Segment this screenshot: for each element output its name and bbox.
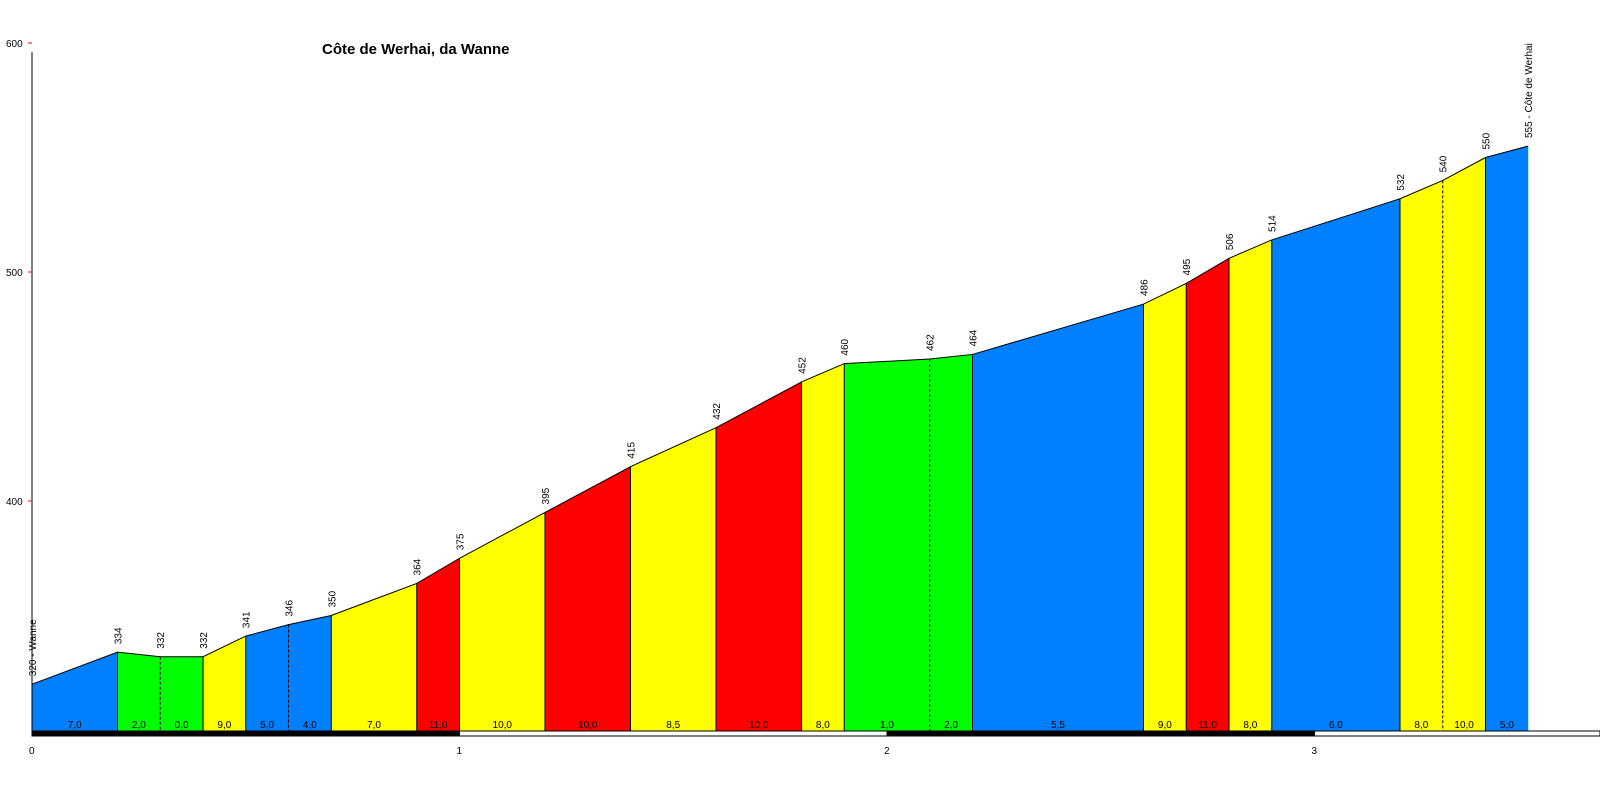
elevation-label: 415 xyxy=(627,442,638,459)
grade-label: 10,0 xyxy=(1454,720,1474,731)
scale-bar-segment xyxy=(459,730,888,737)
elevation-label: 506 xyxy=(1225,233,1236,250)
scale-bar-segment xyxy=(1314,730,1600,737)
grade-label: 11,0 xyxy=(429,720,448,731)
grade-label: 7,0 xyxy=(68,720,82,731)
y-tick-label: 400 xyxy=(6,497,23,508)
y-tick-label: 600 xyxy=(6,39,23,50)
elevation-label: 334 xyxy=(114,627,125,644)
grade-label: 10,0 xyxy=(749,720,769,731)
grade-segment xyxy=(416,558,460,731)
grade-segments xyxy=(32,146,1529,732)
grade-segment xyxy=(1186,258,1229,731)
elevation-label: 364 xyxy=(413,558,424,575)
elevation-label: 346 xyxy=(285,600,296,617)
grade-segment xyxy=(245,624,289,731)
grade-label: 2,0 xyxy=(132,720,146,731)
grade-label: 0,0 xyxy=(175,720,189,731)
grade-label: 11,0 xyxy=(1198,720,1217,731)
chart-title: Côte de Werhai, da Wanne xyxy=(322,41,510,58)
elevation-label: 495 xyxy=(1182,258,1193,275)
grade-label: 9,0 xyxy=(217,720,231,731)
grade-label: 8,0 xyxy=(816,720,830,731)
elevation-label: 550 xyxy=(1482,132,1493,149)
grade-segment xyxy=(545,466,631,731)
elevation-label: 395 xyxy=(541,487,552,504)
grade-segment xyxy=(1400,180,1443,731)
grade-segment xyxy=(716,381,802,731)
x-tick-label: 3 xyxy=(1312,746,1318,757)
profile-outline xyxy=(31,145,1529,685)
grade-label: 9,0 xyxy=(1158,720,1172,731)
grade-label: 10,0 xyxy=(493,720,513,731)
elevation-label: 320 - Wanne xyxy=(28,619,39,676)
grade-segment xyxy=(203,636,246,731)
elevation-label: 540 xyxy=(1439,155,1450,172)
elevation-label: 375 xyxy=(456,533,467,550)
profile-line xyxy=(31,145,1529,685)
elevation-label: 532 xyxy=(1396,174,1407,191)
elevation-label: 464 xyxy=(969,329,980,346)
grade-label: 4,0 xyxy=(303,720,317,731)
grade-label: 8,0 xyxy=(1243,720,1257,731)
grade-segment xyxy=(1143,283,1187,731)
grade-segment xyxy=(288,615,332,731)
grade-label: 6,0 xyxy=(1329,720,1343,731)
grade-segment xyxy=(630,427,716,731)
elevation-label: 350 xyxy=(327,590,338,607)
segment-dividers xyxy=(117,157,1486,731)
grade-label: 5,5 xyxy=(1051,720,1065,731)
grade-segment xyxy=(972,304,1144,731)
grade-segment xyxy=(459,512,545,731)
grade-label: 2,0 xyxy=(944,720,958,731)
elevation-label: 514 xyxy=(1268,215,1279,232)
elevation-label: 555 - Côte de Werhai xyxy=(1524,43,1535,138)
grade-segment xyxy=(32,652,118,731)
elevation-label: 341 xyxy=(242,611,253,628)
distance-scale-bar xyxy=(31,730,1600,737)
elevation-label: 432 xyxy=(712,403,723,420)
grade-label: 8,0 xyxy=(1414,720,1428,731)
grade-segment xyxy=(117,652,161,731)
grade-labels: 7,0 2,0 0,0 9,0 5,0 4,0 7,0 11,0 10,0 10,0 8,5 10,0… xyxy=(68,720,1514,731)
x-tick-label: 1 xyxy=(457,746,463,757)
axes: 400 500 600 0 1 2 3 xyxy=(6,39,1600,757)
grade-segment xyxy=(929,354,973,731)
grade-segment xyxy=(1485,146,1529,732)
grade-segment xyxy=(844,359,930,731)
grade-segment xyxy=(160,656,203,731)
grade-segment xyxy=(1229,239,1272,731)
elevation-label: 462 xyxy=(926,334,937,351)
elevation-label: 460 xyxy=(840,338,851,355)
elevation-label: 332 xyxy=(156,632,167,649)
grade-label: 10,0 xyxy=(578,720,598,731)
elevation-labels: 320 - Wanne 334 332 332 341 346 350 364 375 395 41… xyxy=(28,43,1535,676)
grade-segment xyxy=(1271,198,1400,732)
grade-label: 1,0 xyxy=(880,720,894,731)
grade-label: 5,0 xyxy=(260,720,274,731)
y-tick-label: 500 xyxy=(6,268,23,279)
elevation-label: 486 xyxy=(1140,279,1151,296)
elevation-label: 332 xyxy=(199,632,210,649)
scale-bar-segment xyxy=(886,730,1315,737)
grade-segment xyxy=(1442,157,1486,731)
elevation-label: 452 xyxy=(798,357,809,374)
x-tick-label: 2 xyxy=(884,746,890,757)
grade-segment xyxy=(801,363,845,731)
grade-segment xyxy=(331,583,417,731)
grade-label: 5,0 xyxy=(1500,720,1514,731)
grade-label: 7,0 xyxy=(367,720,381,731)
x-tick-label: 0 xyxy=(29,746,35,757)
scale-bar-segment xyxy=(31,730,460,737)
grade-label: 8,5 xyxy=(666,720,680,731)
